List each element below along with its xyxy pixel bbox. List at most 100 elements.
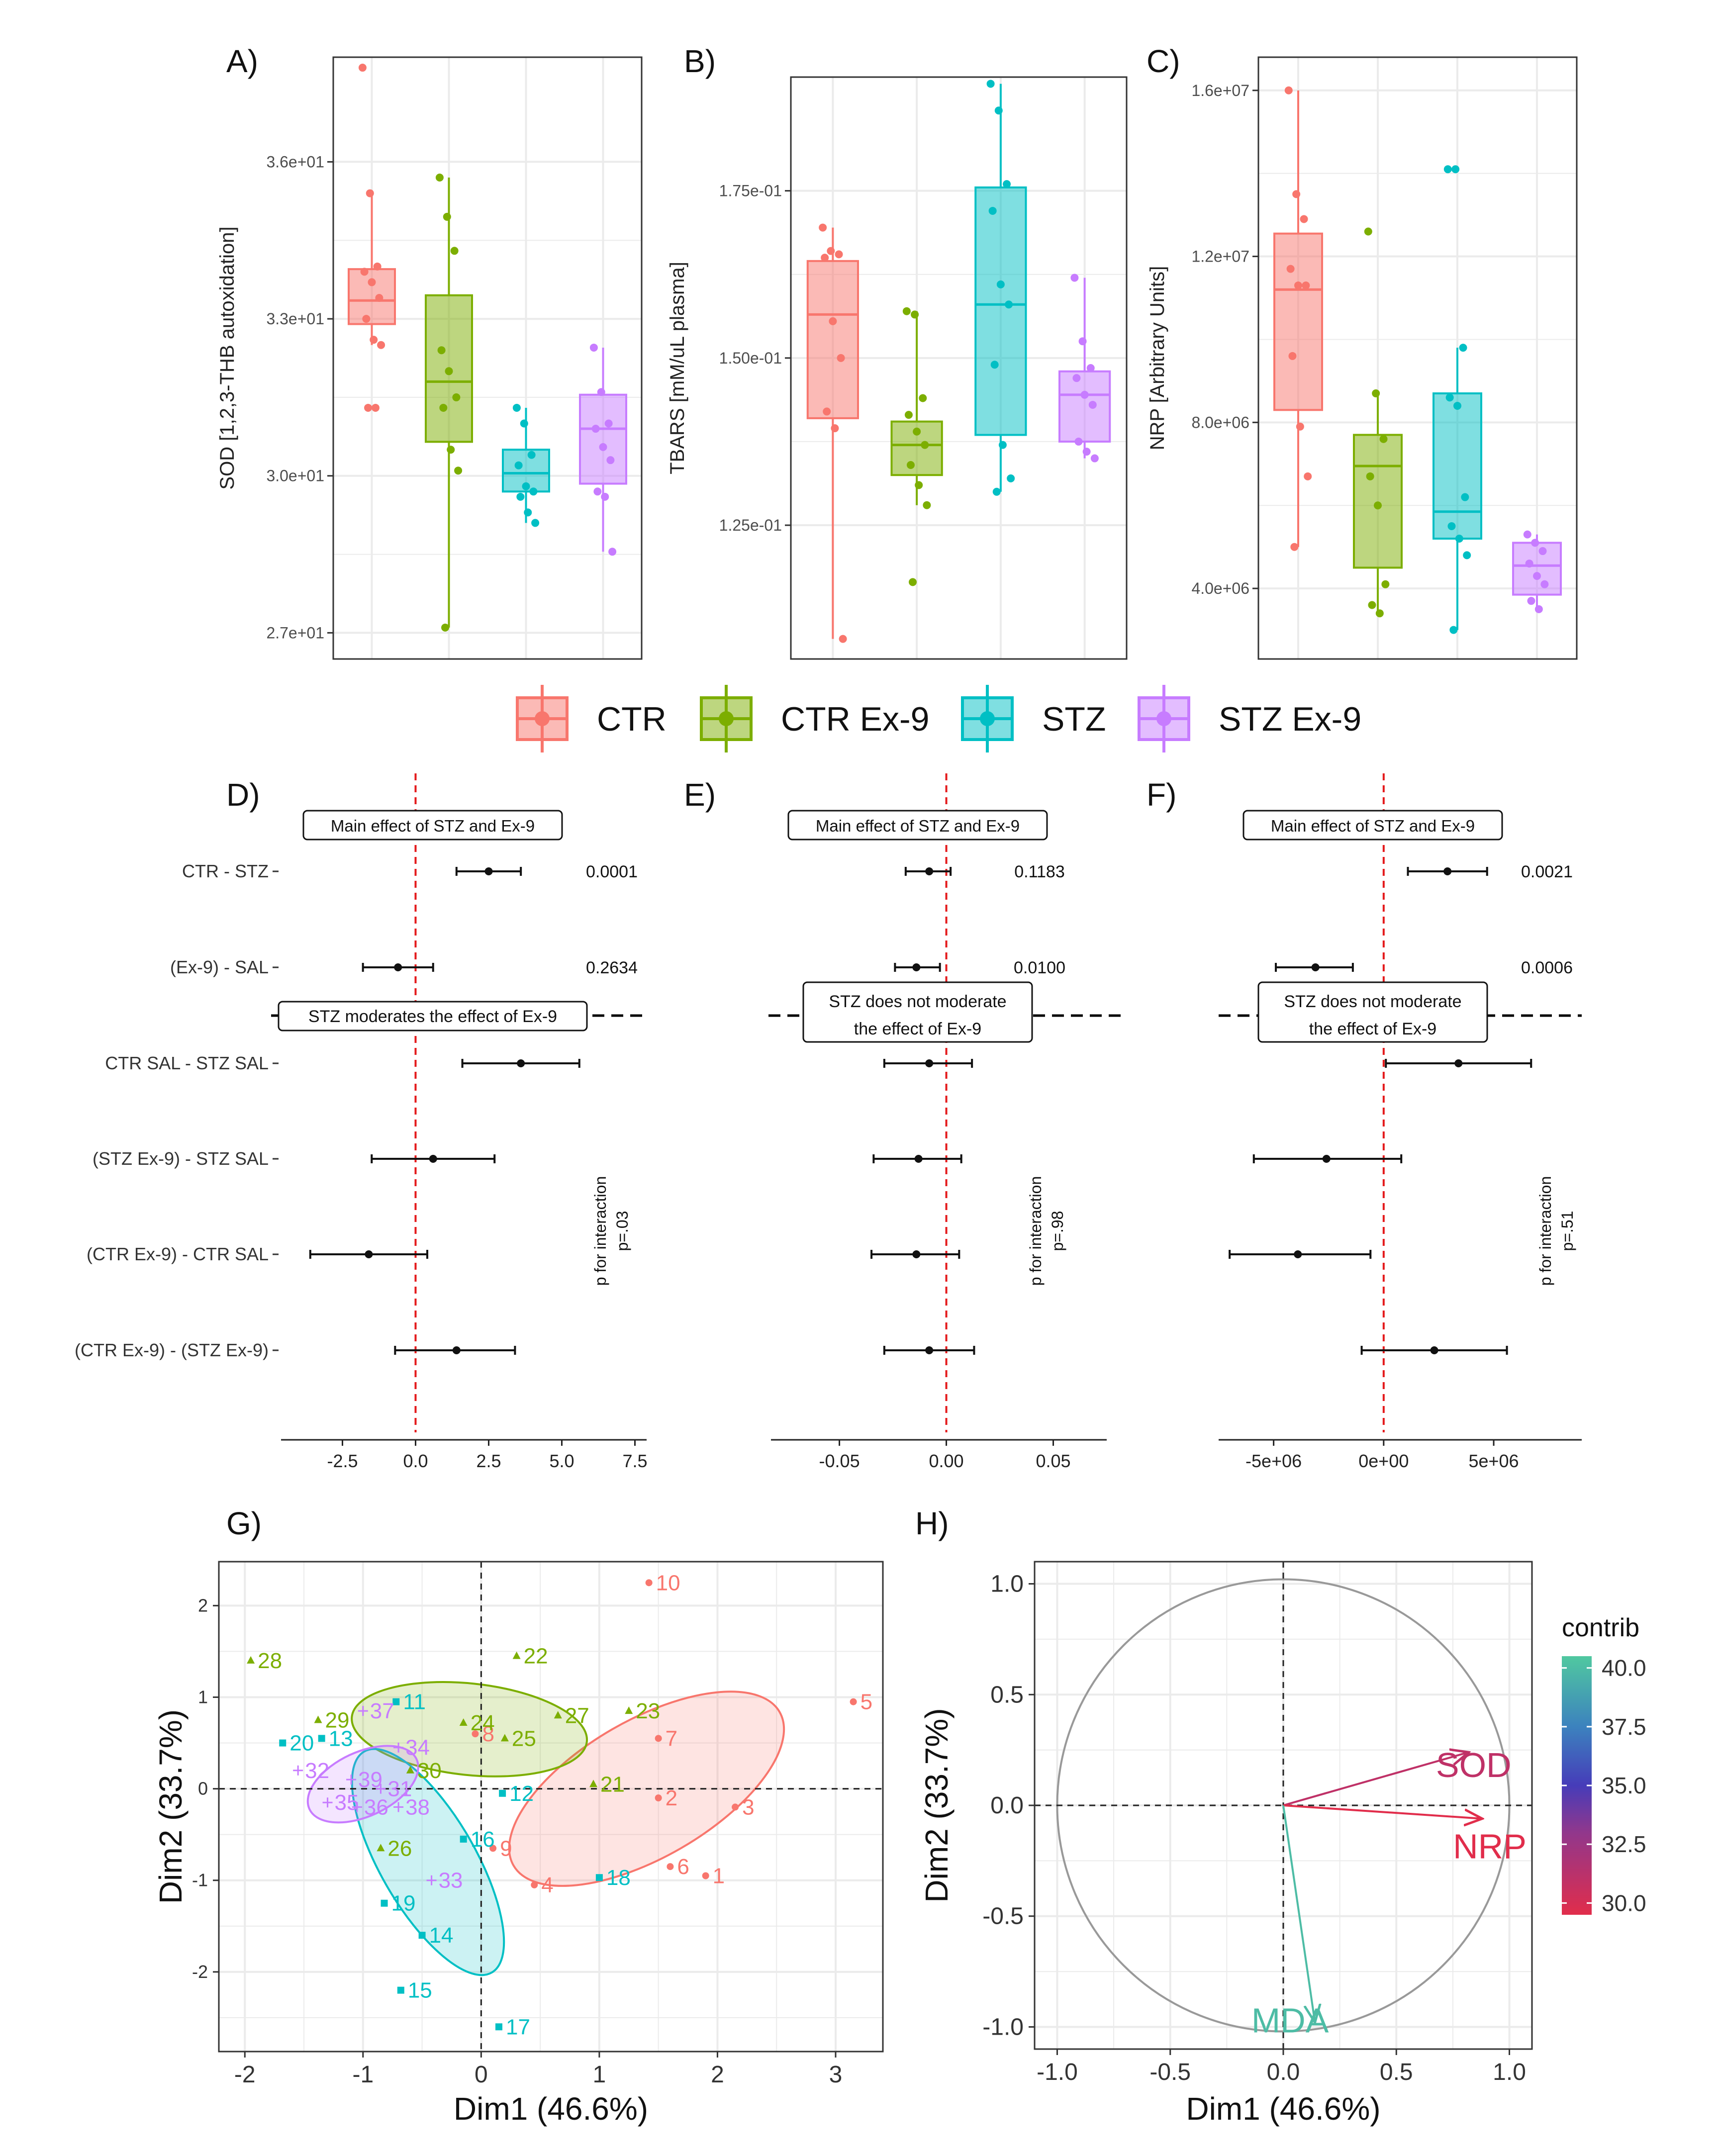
data-point bbox=[360, 268, 369, 276]
x-tick-label: 5.0 bbox=[549, 1451, 574, 1471]
legend-key-point bbox=[535, 711, 550, 726]
data-point bbox=[1533, 572, 1541, 580]
box-stz bbox=[1433, 392, 1482, 540]
data-point bbox=[514, 461, 523, 469]
p-value: 0.1183 bbox=[1014, 862, 1064, 881]
box-stz bbox=[974, 186, 1027, 436]
data-point bbox=[902, 307, 911, 315]
data-point bbox=[923, 501, 931, 509]
individual-label: 12 bbox=[509, 1781, 534, 1806]
individual-label: 38 bbox=[405, 1795, 430, 1819]
data-point bbox=[371, 403, 380, 412]
individual-point bbox=[512, 1651, 521, 1659]
estimate-point bbox=[1311, 963, 1320, 971]
p-value: 0.2634 bbox=[586, 958, 638, 977]
individual-point bbox=[392, 1698, 400, 1705]
legend-label: CTR bbox=[597, 700, 667, 738]
y-tick-label: 1.75e-01 bbox=[719, 182, 782, 200]
data-point bbox=[837, 354, 845, 362]
x-axis-title: Dim1 (46.6%) bbox=[1186, 2091, 1380, 2127]
panel-h-pca-variables: H) SOD NRP MDA -1.0 -1.0 -0.5 -0.5 0.0 0.0 0.5 0.5 1… bbox=[915, 1505, 1646, 2127]
x-tick-label: -2.5 bbox=[327, 1451, 358, 1471]
data-point bbox=[1007, 474, 1015, 482]
panel-label: B) bbox=[684, 43, 716, 79]
colorbar-label: 37.5 bbox=[1602, 1714, 1646, 1740]
annotation-moderation-text: STZ does not moderate bbox=[829, 992, 1006, 1011]
data-point bbox=[1455, 535, 1463, 543]
individual-point bbox=[655, 1735, 662, 1742]
data-point bbox=[1540, 580, 1549, 588]
data-point bbox=[819, 223, 827, 232]
individual-point bbox=[655, 1794, 662, 1802]
comparison-label: (CTR Ex-9) - CTR SAL bbox=[87, 1244, 269, 1264]
x-tick-label: 1 bbox=[593, 2062, 606, 2088]
individual-label: 31 bbox=[387, 1777, 412, 1801]
estimate-point bbox=[1443, 867, 1452, 875]
data-point bbox=[529, 487, 538, 496]
individual-label: 25 bbox=[512, 1726, 536, 1751]
individual-label: 29 bbox=[325, 1708, 350, 1733]
individual-label: 8 bbox=[482, 1722, 494, 1746]
individual-point bbox=[531, 1881, 538, 1888]
individual-point bbox=[625, 1706, 633, 1714]
comparison-label: CTR - STZ bbox=[182, 861, 269, 881]
data-point bbox=[1300, 215, 1308, 223]
y-tick-label: 1.6e+07 bbox=[1191, 82, 1249, 99]
data-point bbox=[452, 393, 461, 401]
data-point bbox=[593, 487, 602, 496]
x-tick-label: -0.05 bbox=[819, 1451, 860, 1471]
data-point bbox=[827, 247, 835, 255]
panel-b-box-plot: 1.25e-01 1.50e-01 1.75e-01 TBARS [mM/uL pla… bbox=[667, 43, 1128, 660]
individual-point bbox=[489, 1845, 497, 1852]
data-point bbox=[1538, 547, 1547, 556]
annotation-box-main bbox=[1242, 810, 1503, 841]
x-tick-label: 3 bbox=[829, 2062, 843, 2088]
data-point bbox=[1292, 190, 1301, 198]
panel-label: F) bbox=[1147, 777, 1176, 813]
individual-point bbox=[667, 1863, 674, 1871]
data-point bbox=[998, 441, 1007, 449]
data-point bbox=[1304, 472, 1312, 480]
data-point bbox=[1534, 605, 1543, 613]
individual-label: 7 bbox=[666, 1726, 677, 1751]
x-tick-label: 0.0 bbox=[1267, 2059, 1300, 2085]
data-point bbox=[1449, 626, 1458, 634]
individual-point bbox=[314, 1715, 322, 1723]
comparison-label: (CTR Ex-9) - (STZ Ex-9) bbox=[75, 1340, 269, 1360]
colorbar-label: 32.5 bbox=[1602, 1831, 1646, 1857]
y-tick-label: -1.0 bbox=[982, 2014, 1024, 2040]
y-tick-label: 1.0 bbox=[990, 1571, 1024, 1597]
data-point bbox=[831, 424, 839, 433]
data-point bbox=[531, 519, 540, 527]
data-point bbox=[1372, 389, 1380, 397]
data-point bbox=[375, 294, 383, 302]
data-point bbox=[447, 446, 455, 454]
legend-key-point bbox=[1156, 711, 1171, 726]
interaction-label: p for interaction bbox=[1027, 1176, 1045, 1286]
panel-f-forest-plot: F) 0.0021 0.0006 Main effect of STZ and Ex-… bbox=[1147, 773, 1582, 1471]
data-point bbox=[439, 403, 448, 412]
panel-c-box-plot: 4.0e+06 8.0e+06 1.2e+07 1.6e+07 NRP [Arbitra… bbox=[1147, 43, 1578, 660]
x-tick-label: 5e+06 bbox=[1468, 1451, 1519, 1471]
y-axis-title: NRP [Arbitrary Units] bbox=[1147, 266, 1168, 450]
data-point bbox=[512, 403, 521, 412]
individual-label: 18 bbox=[606, 1866, 631, 1890]
data-point bbox=[904, 411, 913, 419]
data-point bbox=[1451, 165, 1460, 174]
panel-border bbox=[790, 76, 1128, 660]
estimate-point bbox=[925, 867, 934, 875]
estimate-point bbox=[1294, 1250, 1302, 1258]
individual-label: 27 bbox=[565, 1703, 589, 1728]
panel-e-forest-plot: E) 0.1183 0.0100 Main effect of STZ and Ex-… bbox=[684, 773, 1122, 1471]
individual-label: 19 bbox=[391, 1891, 416, 1916]
data-point bbox=[1364, 227, 1372, 236]
data-point bbox=[1368, 601, 1376, 609]
y-tick-label: 1 bbox=[198, 1687, 208, 1707]
y-tick-label: -0.5 bbox=[982, 1903, 1024, 1930]
estimate-point bbox=[484, 867, 493, 875]
data-point bbox=[366, 189, 374, 197]
data-point bbox=[1072, 374, 1081, 382]
x-tick-label: 0.5 bbox=[1380, 2059, 1413, 2085]
data-point bbox=[437, 346, 446, 355]
x-tick-label: 2.5 bbox=[476, 1451, 501, 1471]
